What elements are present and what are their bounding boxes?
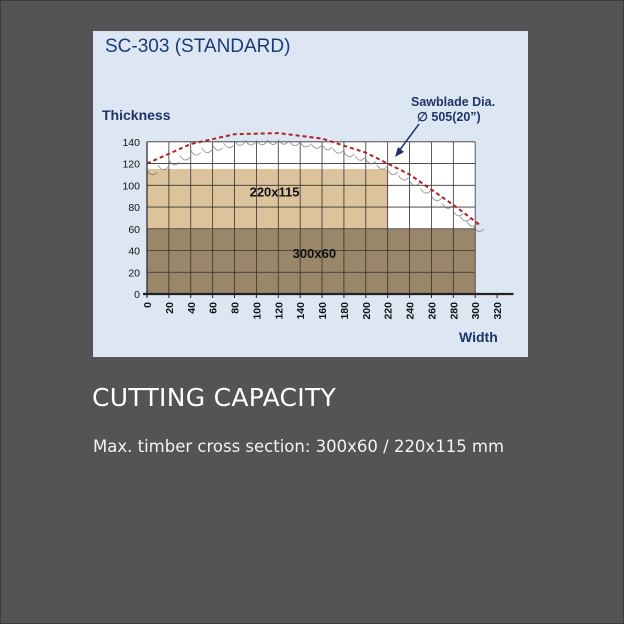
x-tick-label: 280 (448, 302, 460, 320)
y-tick-label: 40 (128, 246, 140, 258)
y-axis-label: Thickness (102, 107, 171, 123)
annotation-arrow-line (398, 123, 420, 152)
x-tick-label: 240 (405, 302, 417, 320)
y-tick-label: 120 (122, 159, 140, 171)
sawblade-teeth (146, 139, 485, 232)
y-tick-label: 140 (122, 137, 140, 149)
x-tick-label: 100 (251, 302, 263, 320)
x-tick-label: 0 (142, 302, 154, 308)
y-tick-label: 20 (128, 267, 140, 279)
x-tick-label: 80 (230, 302, 242, 314)
x-tick-label: 300 (470, 302, 482, 320)
x-tick-label: 160 (317, 302, 329, 320)
annotation-arrowhead (395, 147, 404, 157)
x-tick-label: 120 (273, 302, 285, 320)
x-tick-label: 180 (339, 302, 351, 320)
y-tick-label: 0 (134, 289, 140, 301)
region-label: 220x115 (250, 184, 300, 199)
x-tick-label: 320 (492, 302, 504, 320)
x-tick-label: 220 (383, 302, 395, 320)
y-tick-label: 80 (128, 202, 140, 214)
section-title: CUTTING CAPACITY (92, 383, 337, 412)
annotation-line-1: Sawblade Dia. (411, 95, 495, 109)
x-tick-label: 200 (361, 302, 373, 320)
sawblade-arc (146, 132, 482, 227)
x-tick-label: 140 (295, 302, 307, 320)
region-300x60 (147, 228, 476, 294)
chart-svg: SC-303 (STANDARD) Thickness Width Sawbla… (102, 36, 514, 345)
region-label: 300x60 (293, 246, 336, 261)
x-tick-label: 60 (208, 302, 220, 314)
section-description: Max. timber cross section: 300x60 / 220x… (93, 437, 505, 456)
x-axis-label: Width (459, 329, 498, 345)
x-tick-label: 20 (164, 302, 176, 314)
chart-title: SC-303 (STANDARD) (105, 36, 290, 57)
y-tick-label: 60 (128, 224, 140, 236)
cutting-capacity-chart: SC-303 (STANDARD) Thickness Width Sawbla… (93, 31, 528, 357)
y-tick-label: 100 (122, 180, 140, 192)
plot-area: 0 20 40 60 80 100 120 140 160 180 200 220 240 260 280 3… (122, 123, 514, 320)
annotation-line-2: ∅ 505(20”) (417, 110, 481, 124)
x-tick-label: 40 (186, 302, 198, 314)
x-tick-label: 260 (426, 302, 438, 320)
